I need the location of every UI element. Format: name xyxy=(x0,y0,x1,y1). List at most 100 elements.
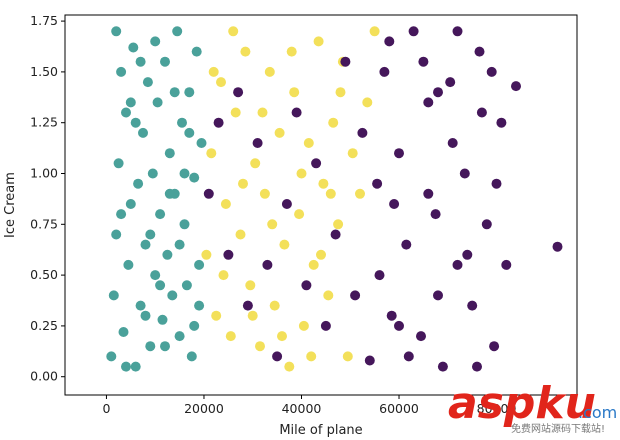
scatter-point xyxy=(172,26,183,37)
scatter-point xyxy=(311,158,322,169)
scatter-point xyxy=(303,138,314,148)
scatter-point xyxy=(362,97,373,108)
scatter-point xyxy=(459,168,470,179)
scatter-point xyxy=(177,117,187,128)
scatter-point xyxy=(342,351,353,362)
scatter-point xyxy=(316,249,326,260)
scatter-point xyxy=(486,66,497,77)
scatter-point xyxy=(335,87,346,98)
scatter-point xyxy=(491,178,502,189)
scatter-point xyxy=(111,26,122,37)
scatter-point xyxy=(452,259,463,270)
scatter-point xyxy=(191,46,202,57)
scatter-point xyxy=(408,26,419,37)
scatter-point xyxy=(403,351,414,362)
scatter-point xyxy=(452,26,463,37)
scatter-point xyxy=(145,229,156,240)
scatter-point xyxy=(235,229,246,240)
scatter-point xyxy=(250,158,261,169)
scatter-point xyxy=(125,199,136,209)
scatter-point xyxy=(174,331,185,342)
scatter-point xyxy=(160,341,170,352)
scatter-point xyxy=(196,138,207,148)
scatter-point xyxy=(155,209,166,220)
scatter-point xyxy=(167,290,178,301)
scatter-point xyxy=(247,310,258,321)
scatter-point xyxy=(306,351,317,362)
y-axis-label: Ice Cream xyxy=(3,172,18,238)
scatter-point xyxy=(284,361,295,372)
scatter-point xyxy=(128,42,139,53)
scatter-point xyxy=(157,314,168,325)
y-tick-label: 1.75 xyxy=(30,13,58,28)
scatter-point xyxy=(291,107,302,118)
scatter-point xyxy=(228,26,239,37)
scatter-point xyxy=(430,209,441,220)
scatter-point xyxy=(289,87,300,98)
scatter-point xyxy=(189,320,200,331)
scatter-point xyxy=(130,117,141,128)
scatter-point xyxy=(223,249,234,260)
scatter-point xyxy=(133,178,144,189)
scatter-point xyxy=(201,249,212,260)
scatter-point xyxy=(262,259,273,270)
x-tick-label: 0 xyxy=(102,401,110,416)
scatter-point xyxy=(216,77,226,88)
y-axis: 0.00 0.25 0.50 0.75 1.00 1.25 1.50 1.75 xyxy=(30,13,65,384)
scatter-point xyxy=(147,168,158,179)
scatter-point xyxy=(164,148,175,159)
watermark-tagline: 免费网站源码下载站! xyxy=(511,422,605,435)
scatter-point xyxy=(296,168,307,179)
y-tick-label: 0.25 xyxy=(30,318,58,333)
scatter-point xyxy=(384,36,395,47)
scatter-point xyxy=(225,331,236,342)
scatter-point xyxy=(123,259,134,270)
y-tick-label: 0.00 xyxy=(30,369,58,384)
x-tick-label: 20000 xyxy=(184,401,224,416)
plot-area xyxy=(65,15,577,395)
scatter-point xyxy=(472,361,482,372)
scatter-point xyxy=(111,229,122,240)
scatter-point xyxy=(489,341,500,352)
scatter-point xyxy=(257,107,268,118)
scatter-point xyxy=(150,36,161,47)
scatter-point xyxy=(433,290,443,301)
scatter-point xyxy=(374,270,385,281)
scatter-point xyxy=(318,178,329,189)
scatter-point xyxy=(160,56,170,67)
scatter-point xyxy=(121,107,131,118)
scatter-point xyxy=(445,77,456,88)
scatter-point xyxy=(279,239,290,250)
scatter-point xyxy=(330,229,341,240)
x-axis: 0 20000 40000 60000 80000 xyxy=(102,395,516,416)
scatter-point xyxy=(220,199,231,209)
scatter-point xyxy=(140,310,151,321)
scatter-point xyxy=(106,351,117,362)
y-tick-label: 1.50 xyxy=(30,64,58,79)
scatter-point xyxy=(116,66,127,77)
scatter-point xyxy=(447,138,458,148)
x-tick-label: 40000 xyxy=(282,401,322,416)
scatter-point xyxy=(394,320,404,331)
scatter-point xyxy=(328,117,339,128)
y-tick-label: 1.00 xyxy=(30,166,58,181)
scatter-point xyxy=(242,300,253,311)
scatter-point xyxy=(233,87,244,98)
scatter-point xyxy=(433,87,443,98)
points-layer xyxy=(106,26,563,372)
scatter-point xyxy=(189,172,200,183)
scatter-point xyxy=(108,290,119,301)
scatter-point xyxy=(125,97,136,108)
scatter-point xyxy=(208,66,219,77)
scatter-point xyxy=(118,327,129,337)
scatter-point xyxy=(113,158,124,169)
scatter-point xyxy=(240,46,251,57)
x-axis-label: Mile of plane xyxy=(279,423,362,438)
scatter-point xyxy=(501,259,512,270)
scatter-point xyxy=(325,188,336,199)
scatter-point xyxy=(245,280,256,291)
watermark: aspku .com 免费网站源码下载站! xyxy=(448,378,617,435)
scatter-point xyxy=(269,300,280,311)
scatter-point xyxy=(416,331,426,342)
